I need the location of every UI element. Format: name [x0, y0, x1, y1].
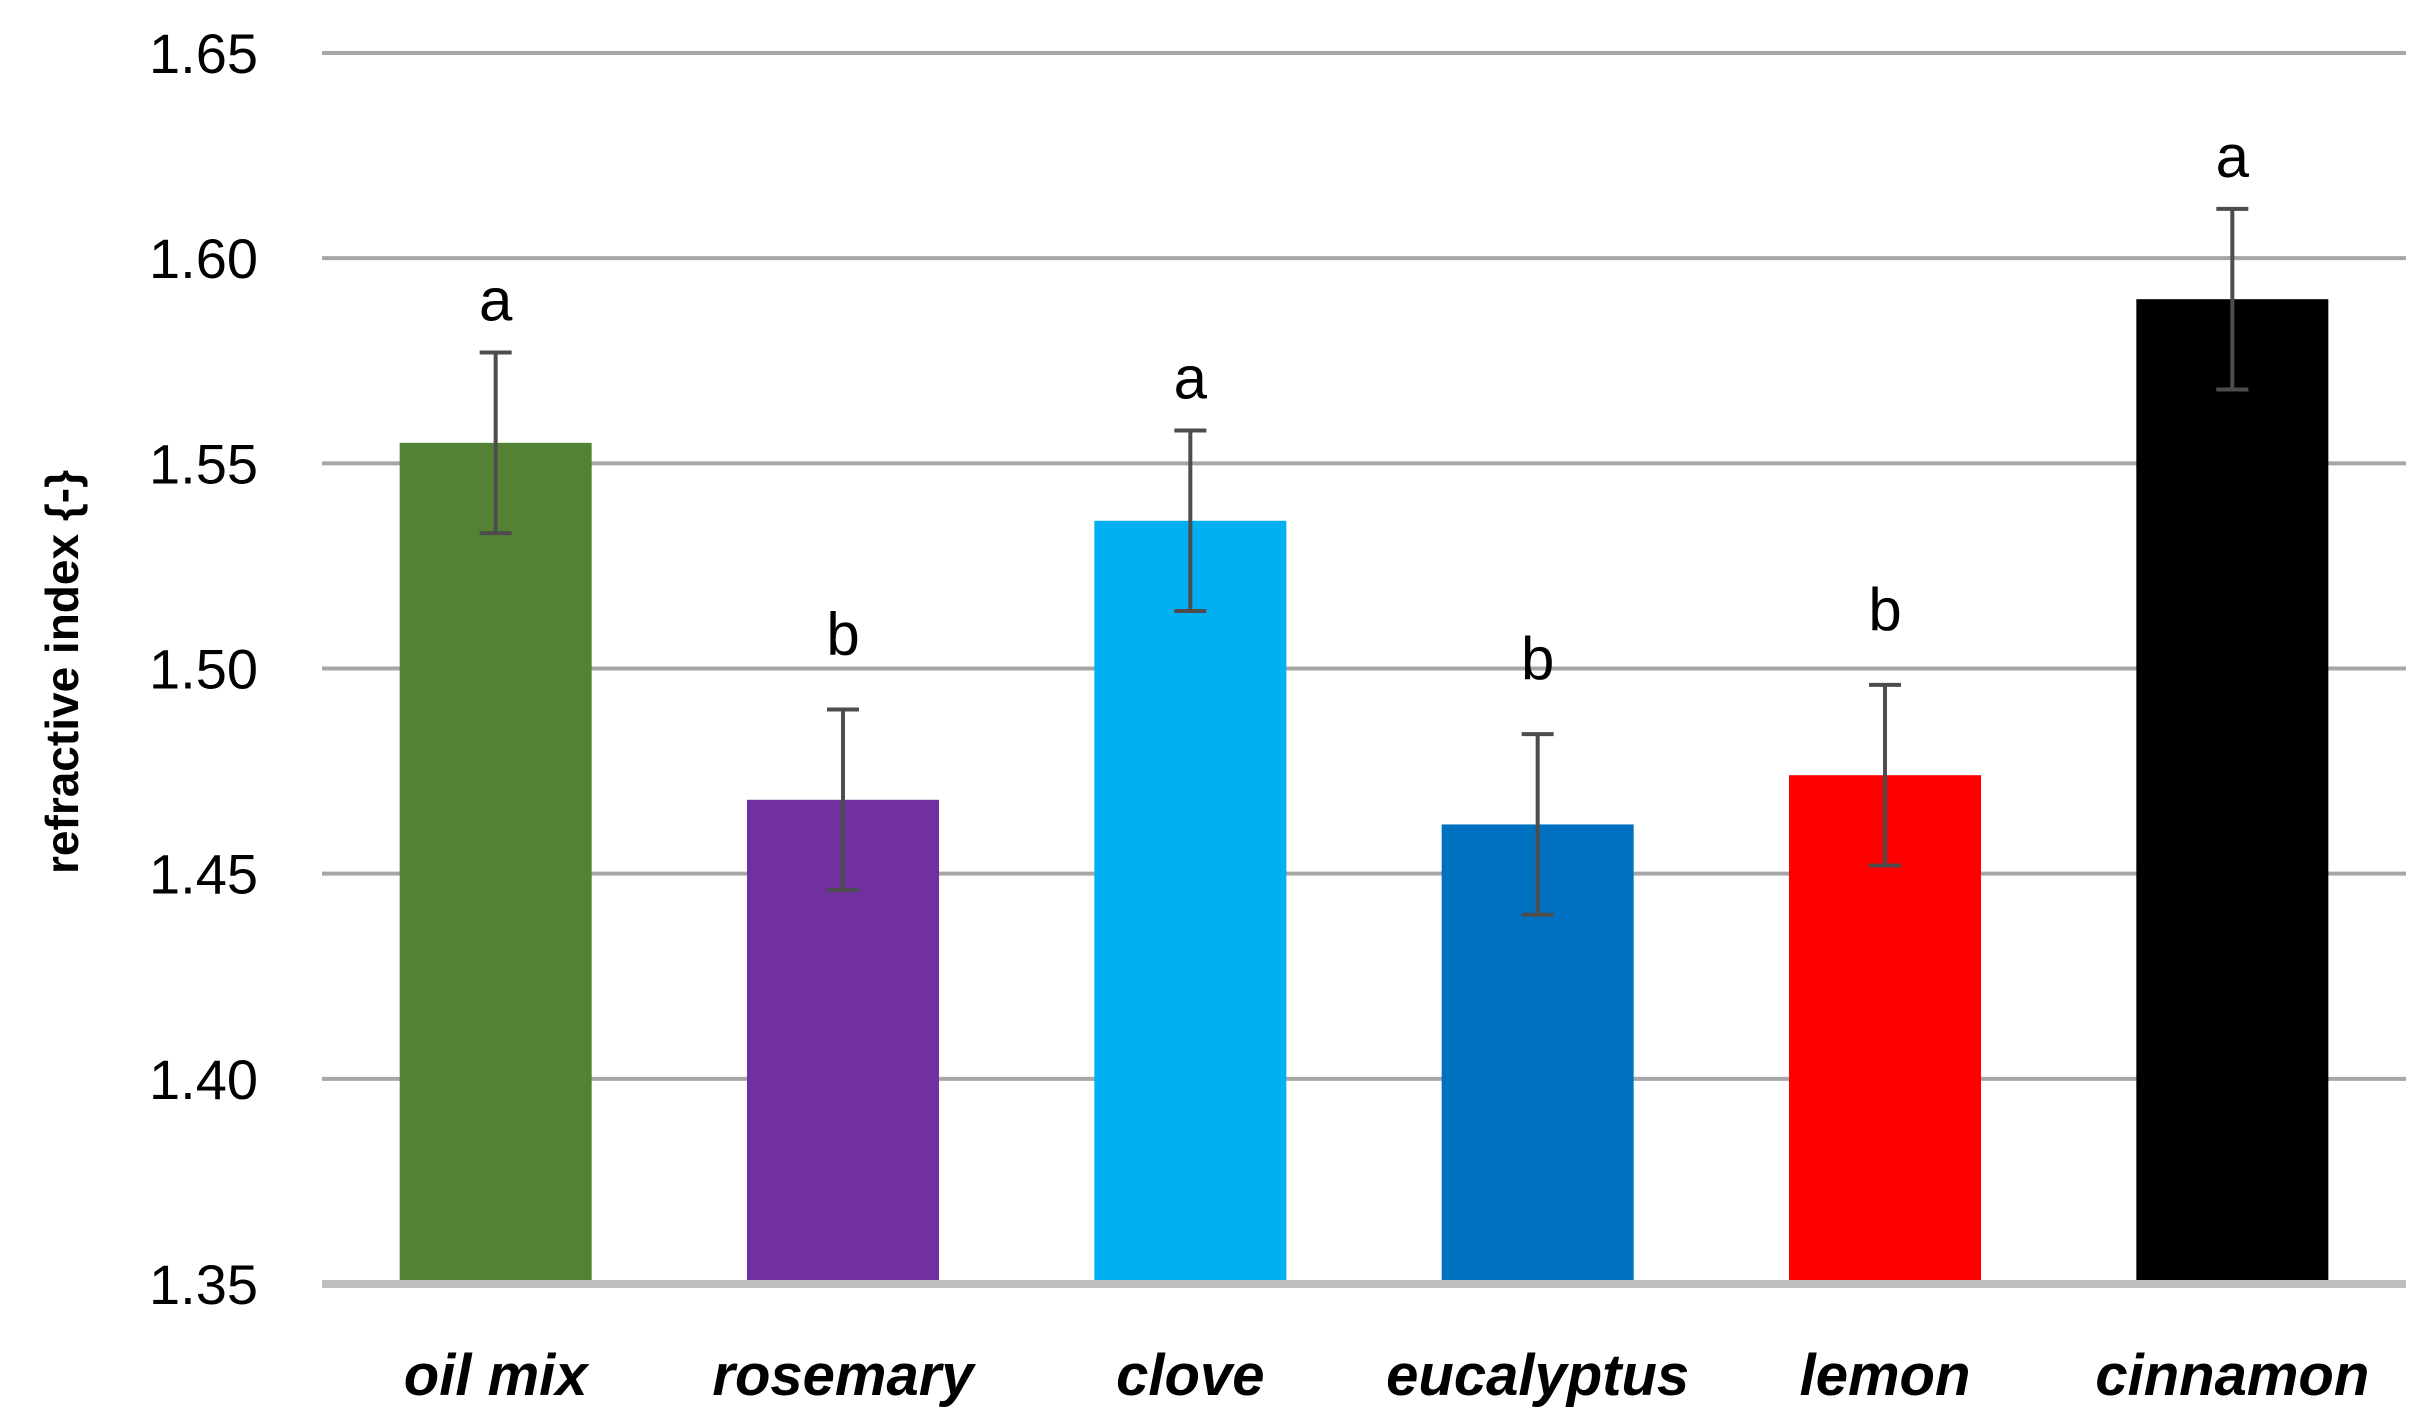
bar-cinnamon: [2136, 299, 2329, 1284]
y-tick-label: 1.45: [149, 843, 258, 906]
significance-label: a: [1174, 345, 1208, 412]
y-tick-label: 1.55: [149, 432, 258, 495]
y-axis-title: refractive index {-}: [36, 470, 88, 874]
error-bar: [1869, 682, 1901, 868]
y-tick-label: 1.50: [149, 638, 258, 701]
significance-label: b: [1521, 625, 1554, 692]
y-tick-label: 1.65: [149, 22, 258, 85]
error-bar: [2216, 206, 2249, 392]
x-category-label: oil mix: [404, 1343, 590, 1408]
bars: [399, 299, 2329, 1285]
bar-clove: [1094, 520, 1287, 1284]
y-tick-label: 1.40: [149, 1048, 258, 1111]
x-category-label: eucalyptus: [1386, 1343, 1689, 1408]
y-tick-label: 1.60: [149, 227, 258, 290]
significance-label: a: [2216, 123, 2250, 190]
error-bar: [1521, 732, 1554, 917]
y-axis-tick-labels: 1.35 1.40 1.45 1.50 1.55 1.60 1.65: [149, 22, 258, 1316]
significance-labels: a b a b b a: [479, 123, 2250, 692]
significance-label: b: [1868, 576, 1901, 643]
x-category-label: cinnamon: [2095, 1343, 2369, 1408]
significance-label: a: [479, 267, 513, 334]
x-category-label: lemon: [1800, 1343, 1971, 1408]
error-bar: [479, 350, 512, 536]
error-bar: [827, 707, 859, 893]
significance-label: b: [826, 601, 859, 668]
x-category-label: clove: [1116, 1343, 1264, 1408]
error-bar: [1174, 428, 1207, 614]
y-tick-label: 1.35: [149, 1253, 258, 1316]
x-axis-category-labels: oil mix rosemary clove eucalyptus lemon cinna…: [404, 1343, 2369, 1408]
x-category-label: rosemary: [712, 1343, 976, 1408]
error-bars: [479, 206, 2249, 917]
gridlines: [322, 51, 2406, 1081]
bar-oil-mix: [399, 442, 592, 1285]
